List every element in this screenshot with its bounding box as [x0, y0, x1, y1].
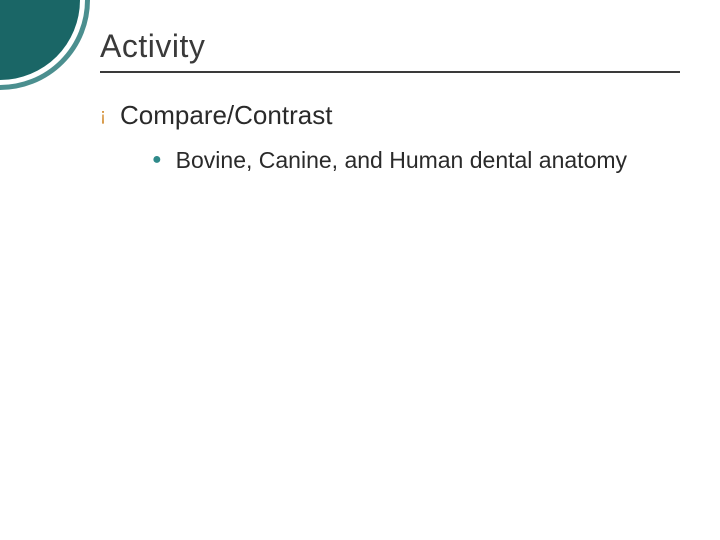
bullet-marker-l2: ● — [152, 145, 162, 175]
slide-content: Activity ¡ Compare/Contrast ● Bovine, Ca… — [100, 28, 680, 185]
bullet-marker-l1: ¡ — [100, 99, 106, 131]
decoration-fill — [0, 0, 80, 80]
decoration-ring — [0, 0, 90, 90]
bullet-level2: ● Bovine, Canine, and Human dental anato… — [152, 145, 680, 175]
bullet-level1: ¡ Compare/Contrast — [100, 99, 680, 131]
bullet-text-l1: Compare/Contrast — [120, 99, 332, 131]
bullet-level2-group: ● Bovine, Canine, and Human dental anato… — [152, 145, 680, 175]
corner-decoration — [0, 0, 90, 90]
slide-title: Activity — [100, 28, 680, 73]
bullet-text-l2: Bovine, Canine, and Human dental anatomy — [176, 145, 627, 175]
